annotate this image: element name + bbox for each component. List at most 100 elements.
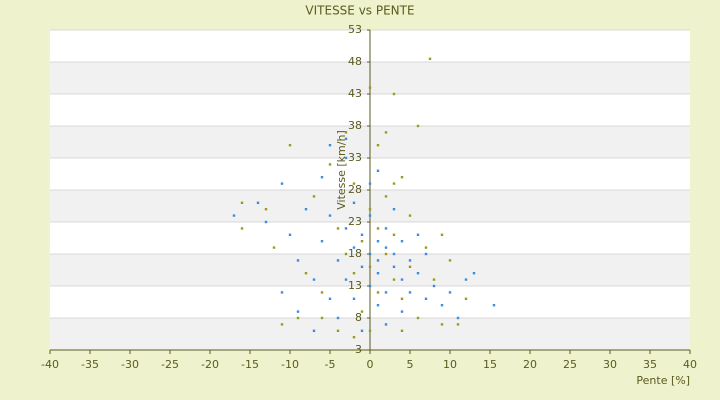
x-tick-label: 10 [443, 358, 457, 371]
point [320, 176, 324, 179]
point [368, 265, 372, 268]
y-tick-label: 13 [348, 279, 362, 292]
point [384, 246, 388, 249]
y-axis-label: Vitesse [km/h] [335, 130, 348, 210]
point [336, 259, 340, 262]
y-tick-label: 38 [348, 119, 362, 132]
point [416, 272, 420, 275]
point [400, 240, 404, 243]
point [392, 233, 396, 236]
point [368, 86, 372, 89]
point [264, 220, 268, 224]
point [328, 297, 332, 300]
point [400, 297, 404, 300]
point [384, 291, 388, 294]
point [240, 201, 244, 204]
x-tick-label: -10 [281, 358, 299, 371]
x-tick-label: 15 [483, 358, 497, 371]
x-tick-label: -20 [201, 358, 219, 371]
point [272, 246, 276, 249]
point [344, 278, 348, 281]
x-tick-label: 30 [603, 358, 617, 371]
point [352, 201, 356, 204]
point [408, 291, 412, 294]
point [280, 323, 284, 326]
point [320, 240, 324, 243]
point [408, 265, 412, 268]
point [352, 336, 356, 339]
point [368, 329, 372, 332]
point [360, 233, 364, 236]
point [264, 208, 268, 211]
point [304, 272, 308, 275]
point [312, 329, 316, 332]
y-tick-label: 33 [348, 151, 362, 164]
x-tick-label: 0 [367, 358, 374, 371]
x-tick-label: -15 [241, 358, 259, 371]
y-tick-label: 8 [355, 311, 362, 324]
x-tick-label: -5 [325, 358, 336, 371]
point [344, 252, 348, 256]
point [464, 278, 468, 281]
y-tick-label: 3 [355, 343, 362, 356]
point [344, 137, 348, 140]
point [400, 278, 404, 281]
point [232, 214, 236, 217]
point [280, 182, 284, 185]
point [376, 240, 380, 243]
point [384, 195, 388, 198]
x-axis-label: Pente [%] [636, 374, 690, 387]
point [392, 92, 396, 96]
point [352, 297, 356, 300]
y-tick-label: 48 [348, 55, 362, 68]
point [376, 259, 380, 262]
x-tick-label: -30 [121, 358, 139, 371]
point [328, 144, 332, 147]
point [256, 201, 260, 204]
point [492, 304, 496, 307]
point [344, 131, 348, 134]
point [376, 227, 380, 230]
point [432, 278, 436, 281]
point [336, 329, 340, 332]
point [344, 156, 348, 160]
point [352, 182, 356, 185]
point [392, 278, 396, 281]
point [360, 240, 364, 243]
point [416, 124, 420, 128]
point [432, 284, 436, 288]
point [296, 310, 300, 313]
point [376, 169, 380, 172]
point [296, 316, 300, 320]
point [368, 208, 372, 211]
point [240, 227, 244, 230]
point [320, 316, 324, 320]
point [384, 323, 388, 326]
point [472, 272, 476, 275]
point [392, 252, 396, 256]
point [376, 144, 380, 147]
point [384, 252, 388, 256]
point [440, 233, 444, 236]
x-tick-label: -40 [41, 358, 59, 371]
point [384, 131, 388, 134]
x-tick-label: -35 [81, 358, 99, 371]
point [408, 259, 412, 262]
point [312, 195, 316, 198]
point [428, 57, 432, 60]
point [456, 316, 460, 320]
point [400, 310, 404, 313]
point [400, 176, 404, 179]
point [456, 323, 460, 326]
point [408, 214, 412, 217]
point [288, 233, 292, 236]
x-tick-label: 25 [563, 358, 577, 371]
point [384, 227, 388, 230]
point [424, 246, 428, 249]
point [440, 323, 444, 326]
point [440, 304, 444, 307]
point [392, 265, 396, 268]
point [352, 246, 356, 249]
point [312, 278, 316, 281]
y-tick-label: 43 [348, 87, 362, 100]
